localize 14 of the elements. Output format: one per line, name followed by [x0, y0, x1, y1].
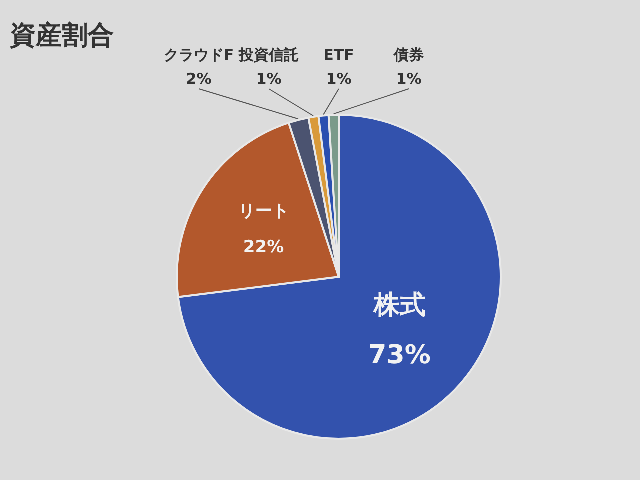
slice-label: 株式 — [372, 290, 426, 321]
data-label: 1% — [256, 70, 282, 88]
data-label: 1% — [326, 70, 352, 88]
data-label: 2% — [186, 70, 212, 88]
data-label: 1% — [396, 70, 422, 88]
chart-title: 資産割合 — [9, 21, 114, 51]
slice-label: リート — [238, 201, 290, 222]
slice-label: ETF — [324, 46, 354, 64]
slice-label: クラウドF — [164, 46, 234, 64]
data-label: 73% — [368, 340, 431, 371]
data-label: 22% — [243, 237, 284, 258]
slice-label: 投資信託 — [238, 46, 299, 64]
slice-label: 債券 — [393, 46, 424, 64]
pie-slice — [177, 114, 502, 440]
